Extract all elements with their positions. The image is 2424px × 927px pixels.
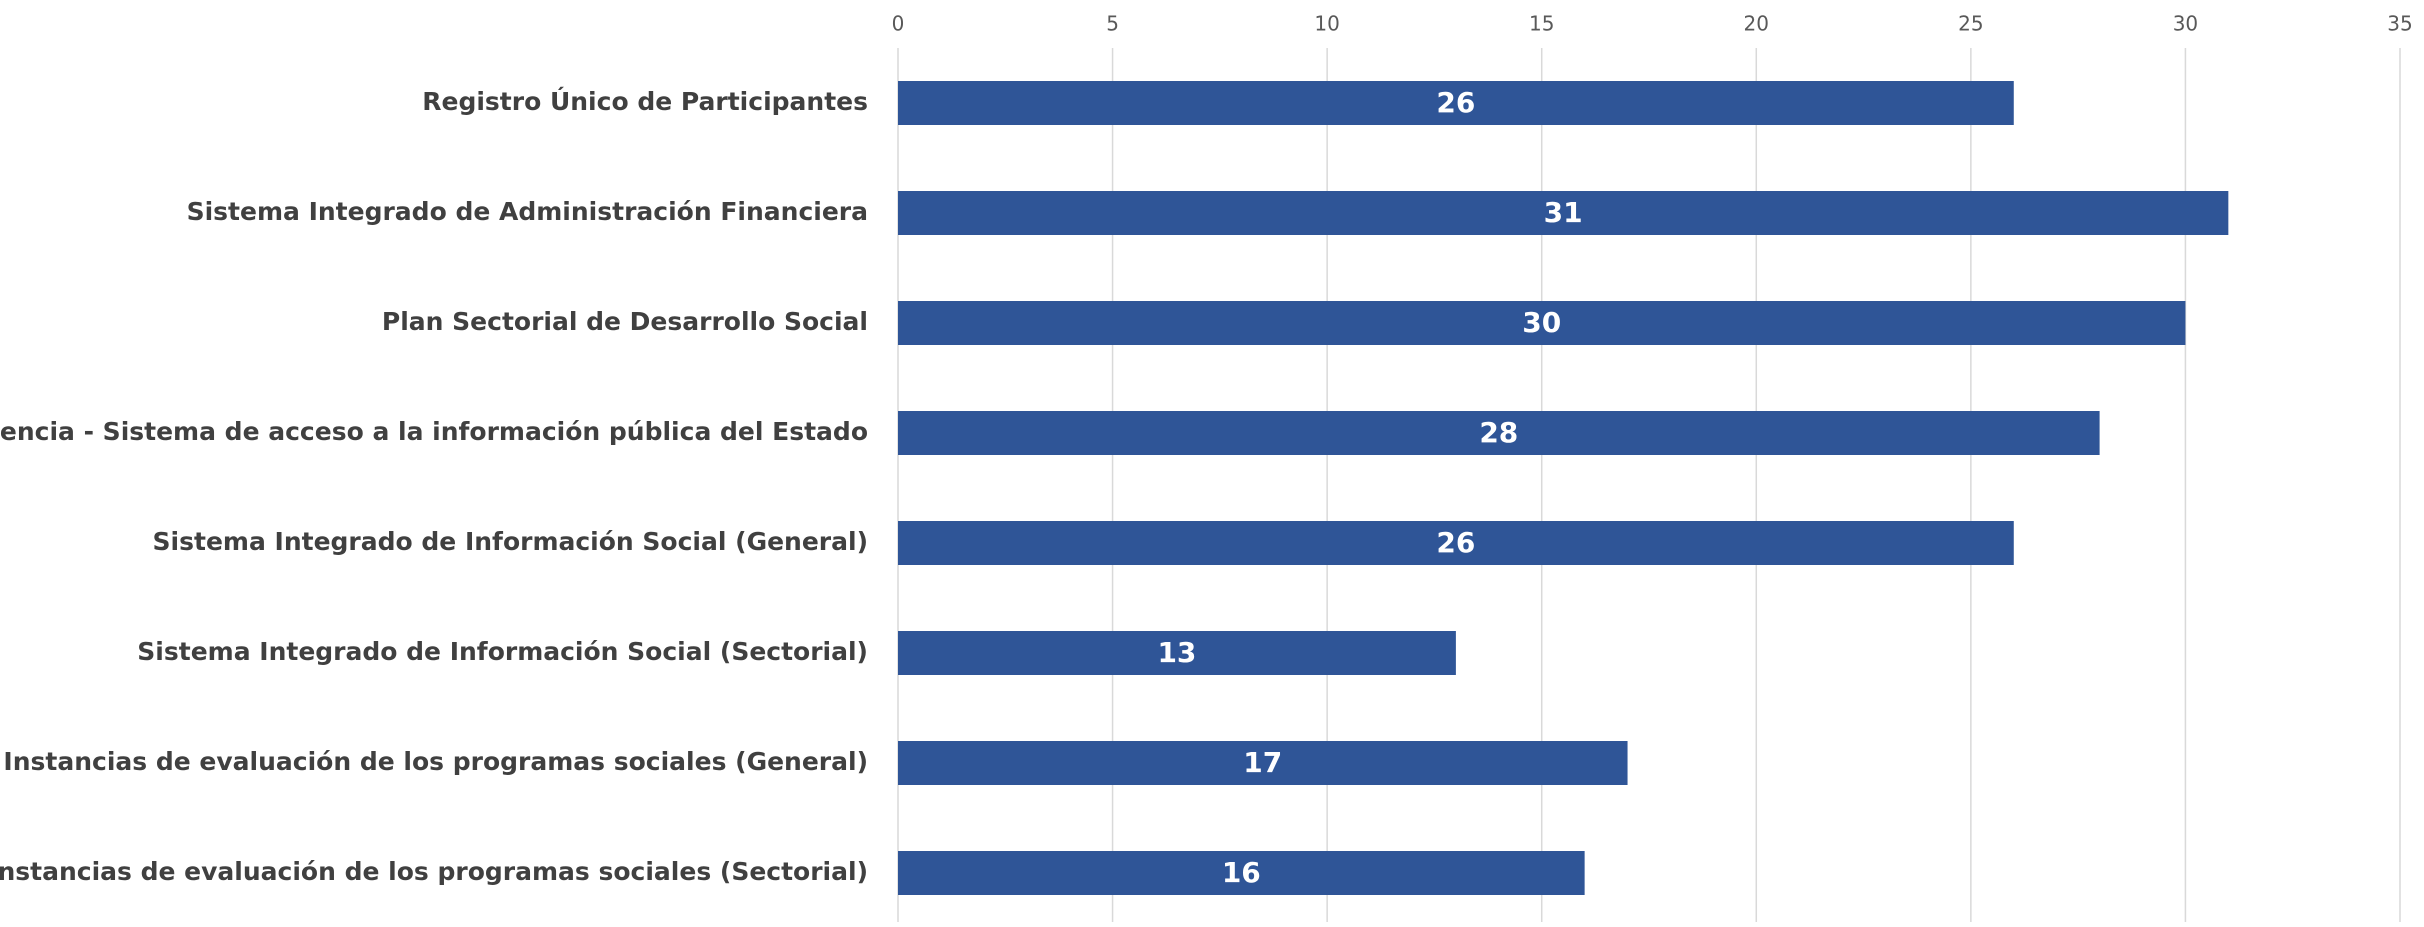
- data-label: 13: [1157, 636, 1196, 669]
- category-label: Registro Único de Participantes: [422, 86, 868, 116]
- bar: [898, 191, 2229, 235]
- bar: [898, 301, 2186, 345]
- x-axis-ticks: 0 5 10 15 20 25 30 35: [892, 12, 2413, 36]
- category-label: Plan Sectorial de Desarrollo Social: [382, 307, 868, 336]
- x-tick-label: 10: [1314, 12, 1339, 36]
- category-label: Sistema Integrado de Administración Fina…: [187, 197, 868, 226]
- data-labels: 26 31 30 28 26 13 17 16: [1157, 86, 1582, 889]
- data-label: 30: [1522, 306, 1561, 339]
- bar: [898, 741, 1628, 785]
- bars: [898, 81, 2229, 895]
- bar: [898, 411, 2100, 455]
- bar: [898, 851, 1585, 895]
- category-label: Sistema Integrado de Información Social …: [137, 637, 868, 666]
- bar: [898, 81, 2014, 125]
- x-tick-label: 35: [2387, 12, 2412, 36]
- bar: [898, 631, 1456, 675]
- category-labels: Registro Único de Participantes Sistema I…: [0, 86, 868, 886]
- x-tick-label: 5: [1106, 12, 1119, 36]
- x-tick-label: 20: [1744, 12, 1769, 36]
- gridlines: [897, 48, 2401, 922]
- x-tick-label: 0: [892, 12, 905, 36]
- data-label: 28: [1479, 416, 1518, 449]
- data-label: 26: [1436, 86, 1475, 119]
- bar: [898, 521, 2014, 565]
- data-label: 16: [1222, 856, 1261, 889]
- x-tick-label: 25: [1958, 12, 1983, 36]
- category-label: Transparencia - Sistema de acceso a la i…: [0, 417, 868, 446]
- category-label: Sistema Integrado de Información Social …: [153, 527, 868, 556]
- data-label: 17: [1243, 746, 1282, 779]
- data-label: 26: [1436, 526, 1475, 559]
- data-label: 31: [1544, 196, 1583, 229]
- x-tick-label: 15: [1529, 12, 1554, 36]
- category-label: Instancias de evaluación de los programa…: [3, 747, 868, 776]
- x-tick-label: 30: [2173, 12, 2198, 36]
- category-label: Instancias de evaluación de los programa…: [0, 857, 868, 886]
